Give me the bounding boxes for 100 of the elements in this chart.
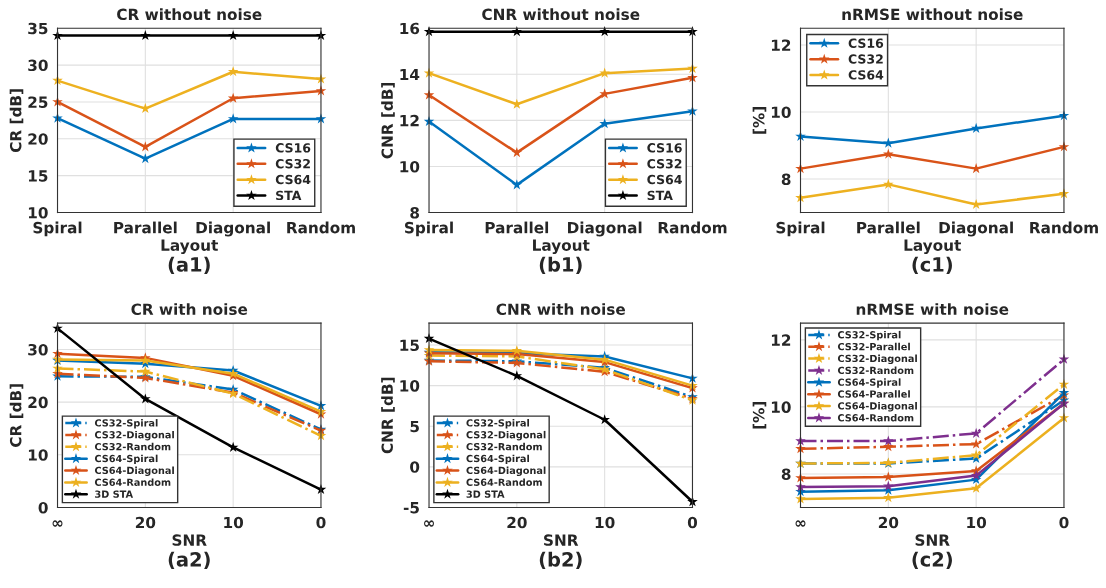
x-axis-title: SNR (172, 534, 207, 546)
legend-label: CS64-Diagonal (837, 402, 917, 412)
y-tick-label: 10 (400, 380, 420, 392)
x-tick-label: Spiral (404, 221, 453, 237)
y-tick-label: -5 (403, 502, 419, 514)
legend-label: CS32-Random (837, 366, 914, 375)
legend-label: CS16 (275, 143, 311, 153)
y-tick-label: 10 (771, 401, 791, 413)
y-tick-label: 35 (28, 22, 48, 35)
legend-label: CS32 (275, 158, 310, 169)
text: (a2) (168, 551, 210, 570)
legend-label: CS64-Diagonal (94, 466, 174, 476)
legend-label: CS64 (848, 70, 884, 80)
x-axis-title: Layout (533, 239, 590, 255)
chart-title: CR with noise (131, 303, 248, 316)
text: (b1) (539, 256, 582, 275)
y-tick-label: 14 (400, 68, 420, 81)
x-tick-label: Random (287, 221, 355, 234)
legend-label: CS32 (647, 158, 682, 169)
y-tick-label: 25 (28, 96, 48, 108)
legend-label: CS32-Diagonal (466, 430, 546, 441)
y-axis-title: CR [dB] (9, 89, 24, 153)
legend-label: CS32-Diagonal (837, 354, 917, 365)
legend-label: 3D STA (466, 490, 505, 498)
text: (c2) (912, 551, 952, 570)
chart-title: CNR with noise (496, 303, 625, 316)
y-tick-label: 8 (781, 173, 791, 186)
legend-label: CS64-Diagonal (466, 466, 546, 476)
y-tick-label: 8 (410, 207, 420, 219)
x-tick-label: 20 (507, 516, 527, 529)
chart-title: nRMSE with noise (856, 303, 1009, 316)
y-tick-label: 10 (28, 449, 48, 461)
x-tick-label: Spiral (33, 221, 82, 237)
x-tick-label: Diagonal (939, 221, 1013, 237)
x-tick-label: 0 (316, 516, 326, 529)
legend-label: CS64 (647, 174, 682, 185)
x-tick-label: ∞ (52, 520, 63, 527)
text: (a1) (168, 256, 210, 275)
y-axis-title: CNR [dB] (381, 377, 395, 454)
legend-label: CS16 (647, 143, 682, 153)
legend-label: STA (647, 190, 673, 201)
legend-label: CS16 (848, 38, 884, 48)
y-tick-label: 0 (38, 501, 48, 514)
legend-label: CS32 (848, 54, 883, 64)
x-axis-title: Layout (904, 239, 961, 255)
x-axis-title: Layout (161, 239, 218, 255)
x-tick-label: Parallel (857, 221, 920, 234)
x-axis-title: SNR (915, 534, 950, 546)
legend-label: CS32-Random (94, 442, 171, 451)
legend-label: CS32-Spiral (837, 330, 901, 341)
y-axis-title: CNR [dB] (381, 82, 395, 159)
legend-label: CS64-Random (466, 478, 542, 486)
y-tick-label: 30 (28, 59, 48, 72)
chart-title: CNR without noise (482, 8, 640, 21)
y-tick-label: 12 (400, 114, 419, 127)
legend-label: CS64-Spiral (466, 454, 529, 465)
x-tick-label: 20 (878, 516, 899, 529)
x-tick-label: ∞ (795, 520, 806, 527)
x-tick-label: ∞ (424, 520, 434, 527)
y-tick-label: 12 (771, 39, 791, 51)
y-axis-title: CR [dB] (9, 384, 24, 447)
legend-label: STA (276, 190, 302, 201)
y-tick-label: 8 (781, 468, 791, 480)
x-tick-label: Parallel (114, 221, 177, 234)
y-axis-title: [%] (752, 107, 767, 134)
x-tick-label: Parallel (485, 221, 549, 234)
legend-label: CS32-Parallel (837, 342, 910, 351)
y-tick-label: 10 (771, 106, 791, 119)
y-tick-label: 10 (28, 207, 48, 219)
x-tick-label: 10 (967, 516, 987, 529)
legend-label: CS64-Random (94, 478, 171, 486)
y-tick-label: 12 (771, 334, 791, 346)
x-tick-label: 10 (595, 516, 615, 529)
x-tick-label: 20 (135, 516, 156, 529)
y-tick-label: 10 (400, 160, 420, 173)
chart-title: CR without noise (117, 8, 262, 21)
legend-label: CS32-Diagonal (94, 430, 174, 441)
legend-label: CS64-Parallel (837, 390, 910, 398)
legend-label: CS32-Spiral (94, 419, 158, 429)
y-tick-label: 30 (28, 343, 48, 356)
x-tick-label: Random (1030, 221, 1098, 234)
legend-label: CS64 (275, 174, 311, 185)
y-tick-label: 15 (28, 170, 48, 182)
legend-label: 3D STA (95, 490, 134, 498)
x-axis-title: SNR (544, 534, 579, 546)
x-tick-label: 0 (1059, 516, 1069, 529)
x-tick-label: 10 (224, 516, 244, 529)
legend-label: CS32-Random (466, 442, 542, 451)
legend-label: CS64-Spiral (837, 378, 901, 388)
text: (b2) (539, 551, 582, 570)
text: (c1) (912, 256, 952, 275)
y-tick-label: 15 (400, 339, 419, 352)
x-tick-label: 0 (687, 516, 698, 529)
y-tick-label: 20 (28, 396, 48, 409)
y-tick-label: 20 (28, 133, 48, 145)
chart-title: nRMSE without noise (842, 8, 1023, 21)
x-tick-label: Random (658, 221, 727, 234)
y-tick-label: 0 (410, 461, 420, 473)
legend-label: CS64-Random (837, 413, 914, 422)
x-tick-label: Diagonal (568, 221, 642, 237)
